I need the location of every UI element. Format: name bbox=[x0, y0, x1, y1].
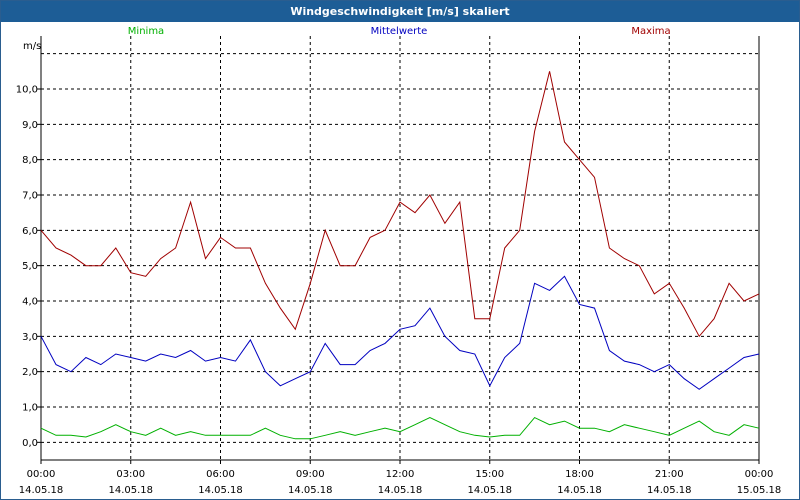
x-tick-date: 14.05.18 bbox=[288, 485, 333, 496]
x-tick-time: 03:00 bbox=[116, 469, 145, 480]
y-tick-label: 8,0 bbox=[22, 155, 38, 166]
y-tick-label: 10,0 bbox=[16, 85, 38, 96]
series-line-minima bbox=[40, 416, 760, 440]
x-tick-time: 00:00 bbox=[27, 469, 56, 480]
x-tick-time: 00:00 bbox=[745, 469, 774, 480]
x-tick-time: 18:00 bbox=[565, 469, 594, 480]
x-axis-ticks: 00:00 14.05.18 03:00 14.05.18 06:00 14.05.18 0… bbox=[19, 469, 782, 496]
y-tick-label: 6,0 bbox=[22, 226, 38, 237]
x-tick-time: 06:00 bbox=[206, 469, 235, 480]
y-tick-label: 2,0 bbox=[22, 367, 38, 378]
y-tick-label: 7,0 bbox=[22, 191, 38, 202]
y-tick-label: 1,0 bbox=[22, 403, 38, 414]
y-axis-ticks: 0,0 1,0 2,0 3,0 4,0 5,0 6,0 7,0 8,0 9,0 10,0 bbox=[16, 85, 38, 449]
y-tick-label: 4,0 bbox=[22, 297, 38, 308]
legend-entry-minima: Minima bbox=[128, 26, 164, 37]
y-axis-label: m/s bbox=[23, 41, 41, 52]
x-tick-date: 14.05.18 bbox=[647, 485, 692, 496]
series-line-maxima bbox=[40, 71, 760, 338]
chart-legend: Minima Mittelwerte Maxima bbox=[128, 26, 671, 37]
x-tick-time: 09:00 bbox=[296, 469, 325, 480]
legend-entry-maxima: Maxima bbox=[631, 26, 670, 37]
chart-axes bbox=[37, 36, 760, 464]
x-tick-date: 14.05.18 bbox=[198, 485, 243, 496]
legend-entry-mittelwerte: Mittelwerte bbox=[371, 26, 428, 37]
y-tick-label: 0,0 bbox=[22, 438, 38, 449]
y-tick-label: 9,0 bbox=[22, 120, 38, 131]
x-tick-time: 15:00 bbox=[475, 469, 504, 480]
series-line-mittelwerte bbox=[40, 275, 760, 390]
x-tick-date: 15.05.18 bbox=[737, 485, 782, 496]
x-tick-time: 12:00 bbox=[386, 469, 415, 480]
x-tick-date: 14.05.18 bbox=[108, 485, 153, 496]
x-tick-date: 14.05.18 bbox=[378, 485, 423, 496]
chart-grid bbox=[41, 36, 759, 460]
x-tick-time: 21:00 bbox=[655, 469, 684, 480]
x-tick-date: 14.05.18 bbox=[19, 485, 64, 496]
window-title: Windgeschwindigkeit [m/s] skaliert bbox=[1, 1, 799, 22]
chart-series bbox=[40, 71, 760, 440]
y-tick-label: 3,0 bbox=[22, 332, 38, 343]
y-tick-label: 5,0 bbox=[22, 261, 38, 272]
x-tick-date: 14.05.18 bbox=[467, 485, 512, 496]
x-tick-date: 14.05.18 bbox=[557, 485, 602, 496]
